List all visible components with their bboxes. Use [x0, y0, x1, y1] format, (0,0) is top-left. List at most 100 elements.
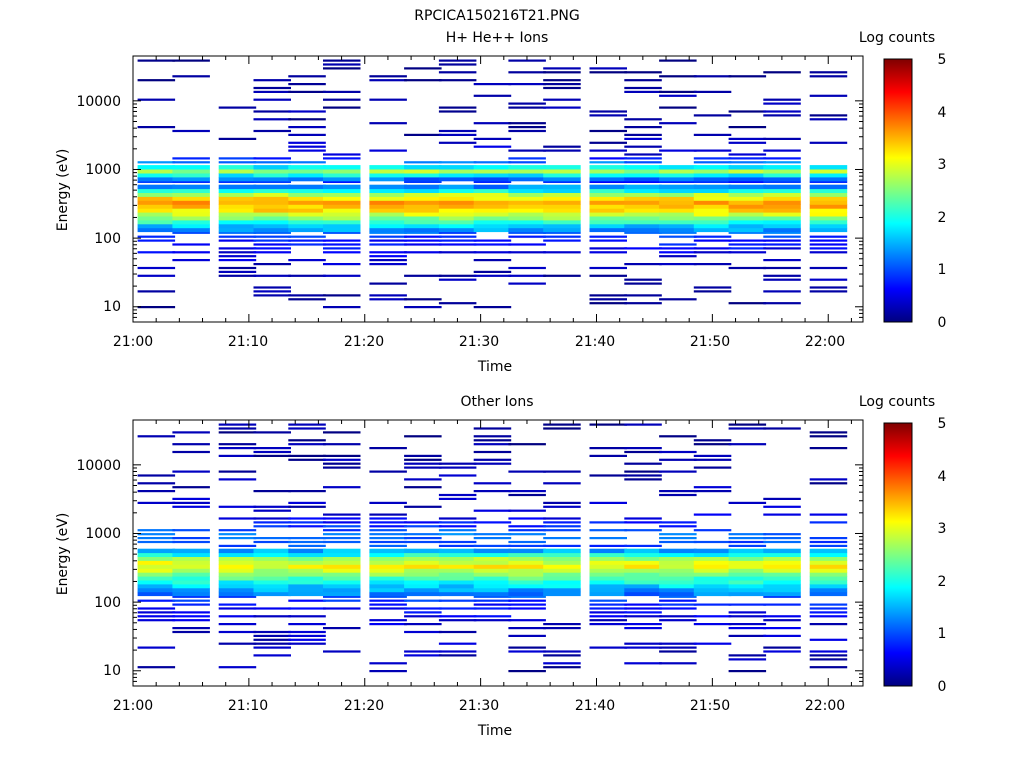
x-tick-label: 21:20 — [344, 334, 384, 350]
heatmap-cell — [508, 576, 546, 581]
heatmap-cell — [172, 560, 210, 565]
heatmap-cell — [763, 102, 801, 105]
heatmap-cell — [323, 165, 361, 170]
heatmap-cell — [693, 200, 732, 205]
heatmap-cell — [137, 580, 176, 585]
heatmap-cell — [543, 529, 581, 532]
heatmap-cell — [809, 658, 848, 661]
heatmap-cell — [809, 212, 848, 217]
heatmap-cell — [728, 443, 767, 446]
heatmap-cell — [589, 552, 627, 557]
heatmap-cell — [508, 670, 546, 673]
heatmap-cell — [172, 497, 210, 500]
heatmap-cell — [253, 200, 291, 205]
heatmap-cell — [659, 556, 697, 561]
heatmap-cell — [369, 263, 407, 266]
heatmap-cell — [589, 474, 627, 477]
heatmap-cell — [728, 204, 767, 209]
heatmap-cell — [137, 79, 176, 82]
heatmap-cell — [728, 556, 767, 561]
heatmap-cell — [659, 223, 697, 229]
heatmap-cell — [172, 231, 210, 234]
heatmap-cell — [728, 157, 767, 160]
heatmap-cell — [589, 266, 627, 270]
heatmap-cell — [137, 556, 176, 561]
heatmap-cell — [323, 59, 361, 62]
heatmap-cell — [438, 200, 477, 205]
heatmap-cell — [763, 576, 801, 581]
heatmap-cell — [693, 642, 732, 645]
heatmap-cell — [589, 223, 627, 229]
heatmap-cell — [728, 654, 767, 657]
heatmap-cell — [404, 591, 442, 597]
heatmap-cell — [253, 173, 291, 178]
heatmap-cell — [473, 270, 512, 273]
heatmap-cell — [809, 611, 848, 614]
heatmap-cell — [543, 537, 581, 540]
heatmap-cell — [693, 223, 732, 229]
colorbar-tick-label: 0 — [938, 315, 947, 331]
heatmap-cell — [624, 470, 662, 473]
heatmap-cell — [728, 580, 767, 585]
heatmap-cell — [137, 599, 176, 602]
heatmap-cell — [288, 505, 326, 508]
heatmap-cell — [438, 572, 477, 577]
heatmap-cell — [728, 576, 767, 581]
heatmap-cell — [728, 227, 767, 233]
heatmap-cell — [172, 552, 210, 557]
x-tick-label: 21:10 — [228, 698, 268, 714]
heatmap-cell — [323, 627, 361, 630]
heatmap-cell — [253, 184, 291, 190]
heatmap-cell — [218, 529, 257, 532]
heatmap-cell — [589, 607, 627, 610]
heatmap-cell — [809, 208, 848, 213]
heatmap-cell — [763, 564, 801, 569]
heatmap-cell — [172, 450, 210, 454]
heatmap-cell — [369, 560, 407, 565]
heatmap-cell — [438, 212, 477, 217]
heatmap-cell — [473, 482, 512, 485]
heatmap-cell — [508, 251, 546, 254]
heatmap-cell — [728, 611, 767, 614]
heatmap-cell — [288, 83, 326, 86]
heatmap-cell — [624, 302, 662, 305]
heatmap-cell — [508, 212, 546, 217]
heatmap-cell — [543, 556, 581, 561]
x-tick-label: 22:00 — [805, 334, 845, 350]
heatmap-cell — [253, 525, 291, 528]
heatmap-cell — [624, 247, 662, 250]
heatmap-cell — [659, 122, 697, 125]
heatmap-cell — [809, 239, 848, 242]
heatmap-cell — [659, 94, 697, 97]
heatmap-cell — [369, 568, 407, 573]
heatmap-cell — [624, 294, 662, 297]
heatmap-cell — [693, 443, 732, 446]
heatmap-cell — [288, 235, 326, 238]
heatmap-cell — [809, 540, 848, 544]
heatmap-cell — [253, 576, 291, 581]
heatmap-cell — [508, 282, 546, 285]
heatmap-cell — [728, 501, 767, 504]
heatmap-cell — [728, 427, 767, 430]
heatmap-cell — [218, 188, 257, 193]
heatmap-cell — [624, 216, 662, 221]
heatmap-cell — [693, 583, 732, 589]
heatmap-cell — [369, 149, 407, 152]
heatmap-cell — [728, 251, 767, 254]
heatmap-cell — [763, 227, 801, 233]
heatmap-cell — [218, 623, 257, 626]
heatmap-cell — [323, 540, 361, 544]
heatmap-cell — [809, 513, 848, 516]
heatmap-cell — [137, 192, 176, 197]
heatmap-cell — [763, 235, 801, 238]
heatmap-cell — [728, 572, 767, 577]
heatmap-cell — [438, 141, 477, 144]
heatmap-cell — [693, 564, 732, 569]
heatmap-cell — [369, 537, 407, 540]
heatmap-cell — [543, 564, 581, 569]
heatmap-cell — [809, 141, 848, 144]
heatmap-cell — [589, 619, 627, 622]
heatmap-cell — [589, 501, 627, 504]
heatmap-cell — [438, 493, 477, 497]
heatmap-cell — [728, 110, 767, 113]
